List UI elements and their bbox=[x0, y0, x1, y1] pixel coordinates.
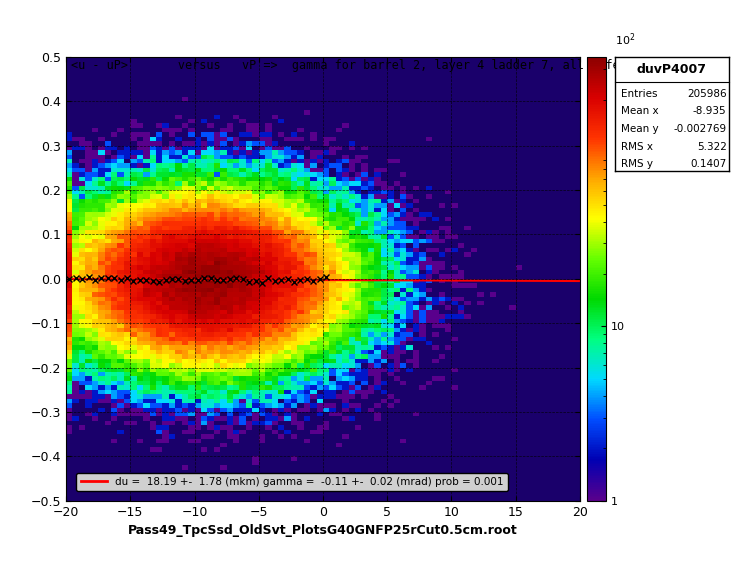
Text: Entries: Entries bbox=[621, 89, 657, 99]
Text: RMS x: RMS x bbox=[621, 142, 653, 152]
Text: RMS y: RMS y bbox=[621, 159, 653, 170]
X-axis label: Pass49_TpcSsd_OldSvt_PlotsG40GNFP25rCut0.5cm.root: Pass49_TpcSsd_OldSvt_PlotsG40GNFP25rCut0… bbox=[128, 524, 517, 537]
Text: Mean x: Mean x bbox=[621, 106, 658, 117]
Legend: du =  18.19 +-  1.78 (mkm) gamma =  -0.11 +-  0.02 (mrad) prob = 0.001: du = 18.19 +- 1.78 (mkm) gamma = -0.11 +… bbox=[76, 473, 508, 491]
Text: <u - uP>       versus   vP =>  gamma for barrel 2, layer 4 ladder 7, all wafers: <u - uP> versus vP => gamma for barrel 2… bbox=[71, 59, 634, 72]
Text: 0.1407: 0.1407 bbox=[691, 159, 727, 170]
Text: -0.002769: -0.002769 bbox=[674, 124, 727, 134]
Text: 5.322: 5.322 bbox=[697, 142, 727, 152]
Text: $10^2$: $10^2$ bbox=[615, 31, 635, 48]
Text: duvP4007: duvP4007 bbox=[637, 63, 707, 76]
Text: Mean y: Mean y bbox=[621, 124, 658, 134]
Text: 205986: 205986 bbox=[687, 89, 727, 99]
Text: -8.935: -8.935 bbox=[693, 106, 727, 117]
